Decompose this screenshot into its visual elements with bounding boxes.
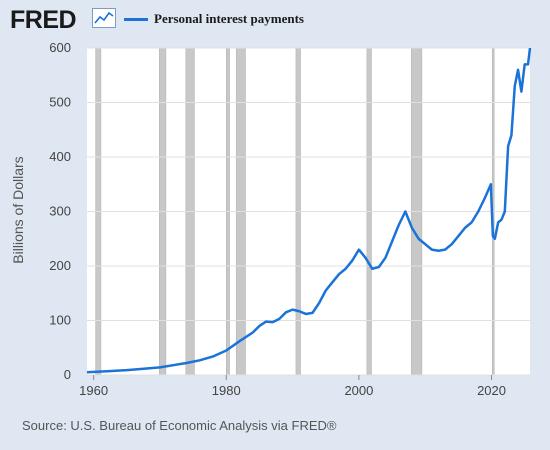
y-tick-label: 600 [49, 40, 71, 55]
legend: Personal interest payments [124, 9, 304, 29]
x-tick-label: 2000 [344, 383, 373, 398]
y-tick-label: 500 [49, 95, 71, 110]
y-axis-label: Billions of Dollars [10, 156, 26, 264]
y-axis-ticks: 0 100 200 300 400 500 600 [49, 40, 71, 382]
source-note: Source: U.S. Bureau of Economic Analysis… [22, 418, 337, 433]
legend-swatch [124, 17, 148, 21]
series-line-personal-interest-payments [86, 47, 532, 374]
x-tick-label: 2020 [477, 383, 506, 398]
y-axis-label-container: Billions of Dollars [8, 120, 28, 300]
y-tick-label: 400 [49, 149, 71, 164]
x-axis-ticks: 1960 1980 2000 2020 [79, 375, 506, 398]
y-tick-label: 100 [49, 313, 71, 328]
y-tick-label: 300 [49, 204, 71, 219]
y-tick-label: 200 [49, 258, 71, 273]
legend-label: Personal interest payments [154, 11, 304, 26]
x-tick-label: 1960 [79, 383, 108, 398]
line-chart-icon [92, 8, 116, 28]
y-tick-label: 0 [64, 367, 71, 382]
x-tick-label: 1980 [212, 383, 241, 398]
chart-header: FRED Personal interest payments [0, 0, 550, 42]
grid-lines [87, 47, 530, 376]
fred-logo[interactable]: FRED [10, 6, 77, 34]
